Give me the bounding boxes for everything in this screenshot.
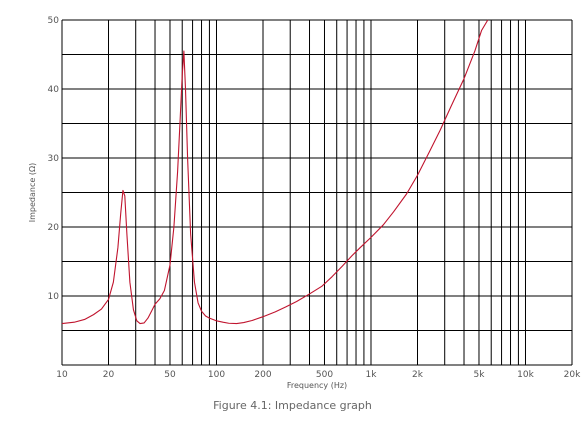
x-tick-label: 100 bbox=[208, 370, 225, 380]
x-tick-label: 20k bbox=[564, 370, 581, 380]
y-tick-labels: 10 20 30 40 50 bbox=[48, 16, 60, 302]
x-tick-label: 10k bbox=[517, 370, 534, 380]
y-tick-label: 50 bbox=[48, 16, 60, 26]
y-tick-label: 20 bbox=[48, 223, 60, 233]
x-tick-labels: 10 20 50 100 200 500 1k 2k 5k 10k 20k bbox=[56, 370, 581, 380]
x-tick-label: 2k bbox=[412, 370, 424, 380]
y-tick-label: 40 bbox=[48, 85, 60, 95]
x-tick-label: 20 bbox=[103, 370, 115, 380]
x-tick-label: 500 bbox=[316, 370, 333, 380]
x-tick-label: 1k bbox=[366, 370, 378, 380]
figure-caption: Figure 4.1: Impedance graph bbox=[213, 399, 372, 412]
impedance-chart: 10 20 50 100 200 500 1k 2k 5k 10k 20k 10 20 30 40 50 F… bbox=[28, 16, 581, 390]
series-layer bbox=[61, 19, 489, 325]
x-tick-label: 5k bbox=[474, 370, 486, 380]
grid bbox=[61, 19, 573, 366]
y-tick-label: 10 bbox=[48, 292, 60, 302]
impedance-series-line bbox=[61, 19, 489, 325]
y-axis-title: Impedance (Ω) bbox=[28, 163, 37, 222]
x-tick-label: 10 bbox=[56, 370, 68, 380]
x-tick-label: 200 bbox=[254, 370, 271, 380]
x-axis-title: Frequency (Hz) bbox=[287, 381, 347, 390]
y-tick-label: 30 bbox=[48, 154, 60, 164]
x-tick-label: 50 bbox=[164, 370, 176, 380]
